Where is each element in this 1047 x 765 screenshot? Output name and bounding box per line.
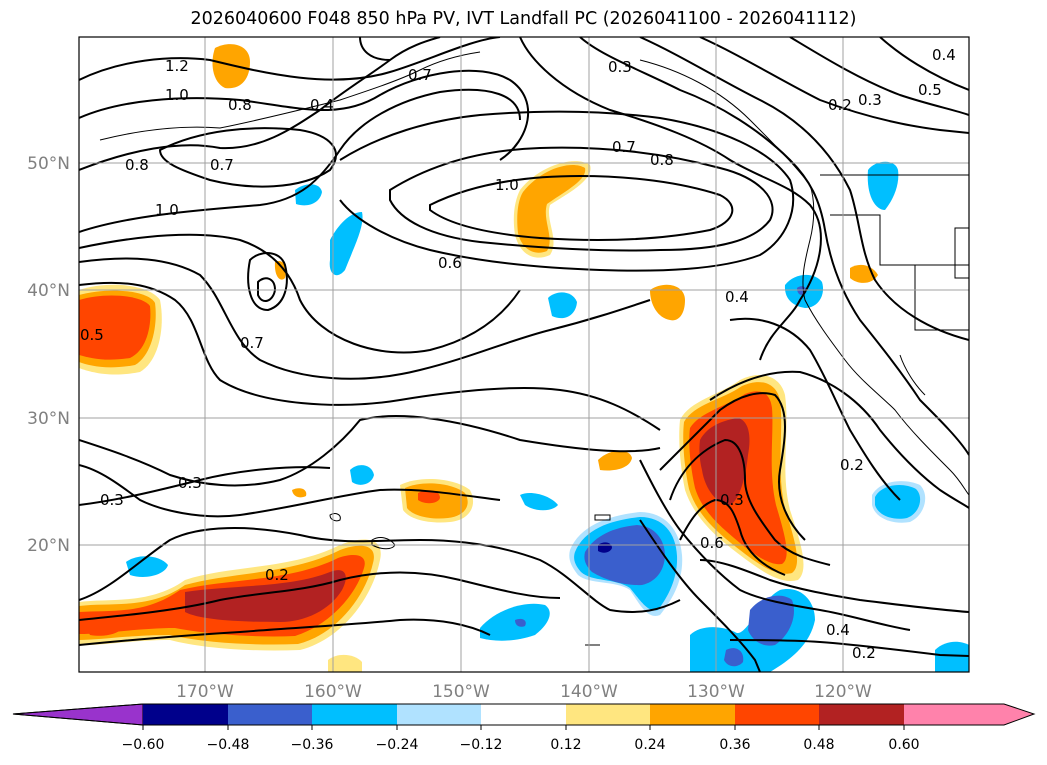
- contour-label: 0.3: [178, 474, 202, 492]
- lon-label: 150°W: [432, 682, 490, 702]
- colorbar-swatch: [904, 704, 1004, 725]
- contour-labels: 1.2 1.0 0.8 0.4 0.7 0.3 0.4 0.5 0.3 0.2 …: [80, 46, 956, 662]
- contour-label: 0.6: [700, 534, 724, 552]
- map-title: 2026040600 F048 850 hPa PV, IVT Landfall…: [190, 9, 857, 29]
- contour-label: 0.3: [608, 58, 632, 76]
- pv-contours: [79, 37, 969, 672]
- lon-label: 170°W: [176, 682, 234, 702]
- contour-label: 0.2: [265, 566, 289, 584]
- contour-label: 0.2: [840, 456, 864, 474]
- map-plot-area: 1.2 1.0 0.8 0.4 0.7 0.3 0.4 0.5 0.3 0.2 …: [79, 37, 969, 672]
- lon-label: 140°W: [560, 682, 618, 702]
- colorbar-tick-label: 0.48: [803, 737, 834, 753]
- colorbar-tick-label: 0.60: [888, 737, 919, 753]
- contour-label: 0.4: [310, 96, 334, 114]
- contour-label: 0.5: [918, 81, 942, 99]
- map-frame: [78, 36, 970, 673]
- contour-label: 0.7: [210, 156, 234, 174]
- colorbar-tick-label: −0.48: [207, 737, 250, 753]
- pc-shading: [79, 44, 969, 672]
- longitude-labels: 170°W 160°W 150°W 140°W 130°W 120°W: [176, 682, 872, 702]
- lon-label: 160°W: [304, 682, 362, 702]
- contour-label: 0.7: [408, 66, 432, 84]
- contour-label: 0.4: [826, 621, 850, 639]
- contour-label: 1.0: [155, 201, 179, 219]
- contour-label: 0.7: [612, 138, 636, 156]
- colorbar-ticks: [142, 725, 905, 730]
- contour-label: 0.3: [858, 91, 882, 109]
- colorbar-swatch: [819, 704, 904, 725]
- contour-label: 1.0: [495, 176, 519, 194]
- lon-label: 130°W: [687, 682, 745, 702]
- colorbar-swatch: [312, 704, 397, 725]
- colorbar: −0.60 −0.48 −0.36 −0.24 −0.12 0.12 0.24 …: [12, 703, 1036, 753]
- lat-label: 20°N: [27, 536, 70, 556]
- colorbar-swatch: [650, 704, 735, 725]
- colorbar-swatch: [228, 704, 312, 725]
- contour-label: 0.4: [725, 288, 749, 306]
- contour-label: 1.2: [165, 57, 189, 75]
- lat-label: 30°N: [27, 409, 70, 429]
- contour-label: 0.3: [720, 491, 744, 509]
- contour-label: 0.7: [240, 334, 264, 352]
- colorbar-swatch: [566, 704, 650, 725]
- lon-label: 120°W: [814, 682, 872, 702]
- contour-label: 0.2: [828, 96, 852, 114]
- colorbar-swatch: [1004, 704, 1034, 725]
- contour-label: 0.5: [80, 326, 104, 344]
- contour-label: 0.8: [650, 151, 674, 169]
- colorbar-tick-label: −0.60: [122, 737, 165, 753]
- colorbar-swatch: [397, 704, 481, 725]
- contour-label: 0.8: [228, 96, 252, 114]
- colorbar-tick-label: 0.36: [719, 737, 750, 753]
- coastlines: [99, 51, 969, 646]
- contour-label: 0.4: [932, 46, 956, 64]
- contour-label: 1.0: [165, 86, 189, 104]
- contour-label: 0.6: [438, 254, 462, 272]
- lat-label: 50°N: [27, 154, 70, 174]
- lat-label: 40°N: [27, 281, 70, 301]
- gridlines: [79, 37, 969, 672]
- colorbar-swatch: [481, 704, 566, 725]
- colorbar-tick-label: 0.24: [634, 737, 665, 753]
- colorbar-swatch: [12, 703, 144, 726]
- colorbar-swatch: [143, 704, 228, 725]
- colorbar-tick-label: −0.24: [376, 737, 419, 753]
- latitude-labels: 50°N 40°N 30°N 20°N: [27, 154, 70, 556]
- colorbar-tick-label: −0.12: [460, 737, 503, 753]
- colorbar-swatch: [735, 704, 819, 725]
- contour-label: 0.3: [100, 491, 124, 509]
- colorbar-tick-label: −0.36: [291, 737, 334, 753]
- contour-label: 0.8: [125, 156, 149, 174]
- contour-label: 0.2: [852, 644, 876, 662]
- colorbar-tick-label: 0.12: [550, 737, 581, 753]
